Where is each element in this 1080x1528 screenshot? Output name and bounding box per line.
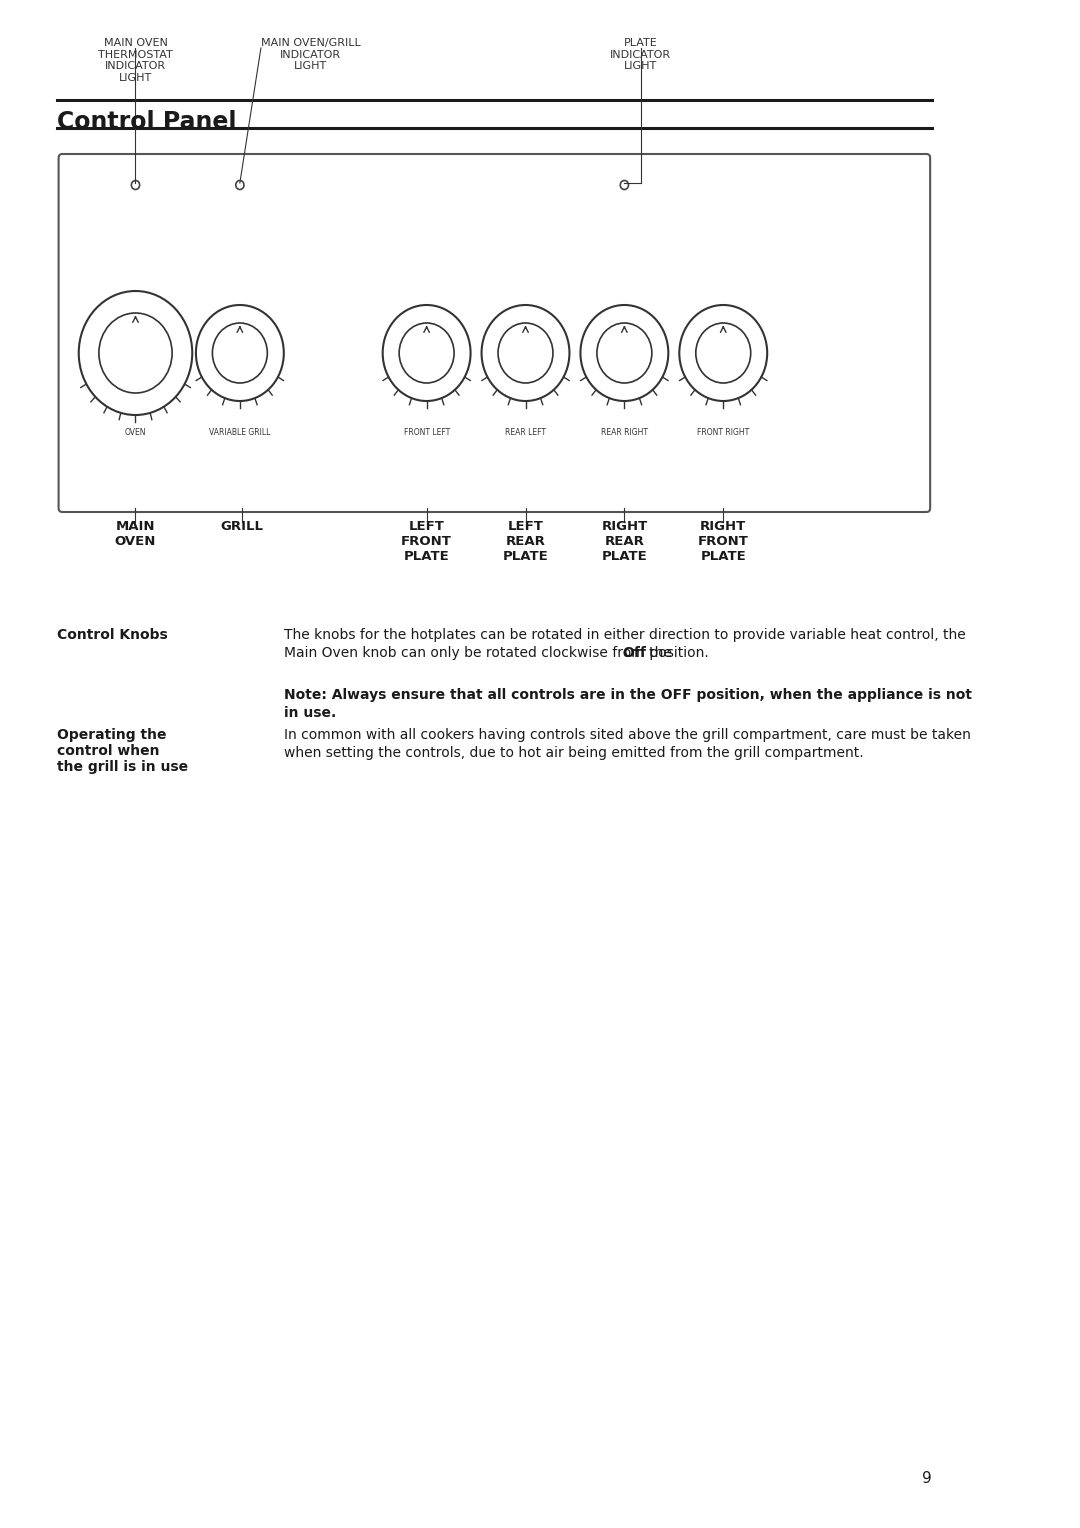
Text: Control Knobs: Control Knobs <box>57 628 167 642</box>
Text: 9: 9 <box>922 1471 932 1487</box>
Text: Operating the
control when
the grill is in use: Operating the control when the grill is … <box>57 727 188 775</box>
Text: MAIN
OVEN: MAIN OVEN <box>114 520 157 549</box>
Text: In common with all cookers having controls sited above the grill compartment, ca: In common with all cookers having contro… <box>284 727 971 743</box>
FancyBboxPatch shape <box>58 154 930 512</box>
Text: FRONT LEFT: FRONT LEFT <box>404 428 449 437</box>
Text: Control Panel: Control Panel <box>57 110 237 134</box>
Text: LEFT
REAR
PLATE: LEFT REAR PLATE <box>502 520 549 562</box>
Text: Main Oven knob can only be rotated clockwise from the: Main Oven knob can only be rotated clock… <box>284 646 676 660</box>
Text: REAR RIGHT: REAR RIGHT <box>600 428 648 437</box>
Text: MAIN OVEN/GRILL
INDICATOR
LIGHT: MAIN OVEN/GRILL INDICATOR LIGHT <box>261 38 361 72</box>
Text: The knobs for the hotplates can be rotated in either direction to provide variab: The knobs for the hotplates can be rotat… <box>284 628 966 642</box>
Text: MAIN OVEN
THERMOSTAT
INDICATOR
LIGHT: MAIN OVEN THERMOSTAT INDICATOR LIGHT <box>98 38 173 83</box>
Text: RIGHT
REAR
PLATE: RIGHT REAR PLATE <box>602 520 648 562</box>
Text: FRONT RIGHT: FRONT RIGHT <box>697 428 750 437</box>
Text: LEFT
FRONT
PLATE: LEFT FRONT PLATE <box>401 520 453 562</box>
Text: position.: position. <box>646 646 710 660</box>
Text: REAR LEFT: REAR LEFT <box>505 428 546 437</box>
Text: in use.: in use. <box>284 706 336 720</box>
Text: RIGHT
FRONT
PLATE: RIGHT FRONT PLATE <box>698 520 748 562</box>
Text: GRILL: GRILL <box>220 520 264 533</box>
Text: Off: Off <box>622 646 647 660</box>
Text: OVEN: OVEN <box>125 428 146 437</box>
Text: Note: Always ensure that all controls are in the OFF position, when the applianc: Note: Always ensure that all controls ar… <box>284 688 972 701</box>
Text: VARIABLE GRILL: VARIABLE GRILL <box>210 428 271 437</box>
Text: PLATE
INDICATOR
LIGHT: PLATE INDICATOR LIGHT <box>610 38 672 72</box>
Text: when setting the controls, due to hot air being emitted from the grill compartme: when setting the controls, due to hot ai… <box>284 746 863 759</box>
